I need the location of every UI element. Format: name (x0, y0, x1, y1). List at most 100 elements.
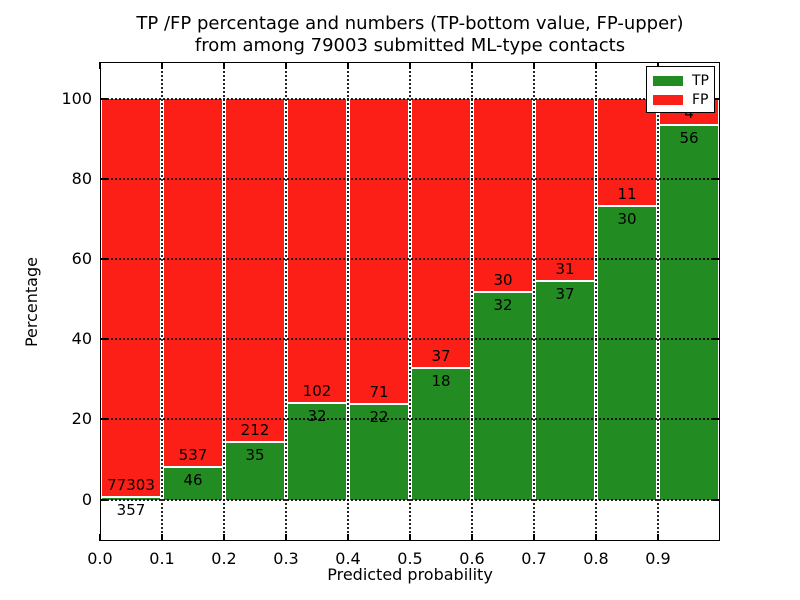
bar-segment-fp (474, 99, 532, 293)
x-tick-mark (347, 62, 349, 69)
annotation-fp-count: 77303 (107, 475, 155, 494)
y-tick-mark (100, 178, 107, 181)
bar-segment-fp (412, 99, 470, 369)
bar-segment-divider (412, 366, 470, 369)
bar-segment-divider (226, 440, 284, 443)
plot-area: 77303 357 537 46 212 35 102 32 71 22 37 18 30 32 31 37 1… (99, 62, 720, 541)
annotation-tp-count: 32 (493, 295, 513, 314)
bar-segment-tp (164, 467, 222, 500)
annotation-tp-count: 18 (431, 371, 451, 390)
y-tick-label: 20 (71, 409, 92, 429)
bar-segment-divider (102, 495, 160, 498)
x-tick-label: 0.3 (273, 549, 299, 568)
y-tick-label: 80 (71, 169, 92, 189)
chart-title-line2: from among 79003 submitted ML-type conta… (194, 35, 626, 56)
bar-segment-tp (350, 404, 408, 500)
bar-segment-divider (660, 123, 718, 126)
bar-segment-tp (536, 281, 594, 500)
gridline-vertical (161, 62, 163, 541)
x-tick-mark (595, 534, 597, 541)
y-tick-mark (713, 418, 720, 421)
legend-label: FP (692, 91, 709, 108)
x-tick-mark (657, 62, 659, 69)
bar-segment-fp (350, 99, 408, 405)
annotation-fp-count: 71 (369, 382, 389, 401)
x-tick-mark (99, 62, 101, 69)
annotation-tp-count: 35 (245, 445, 265, 464)
annotation-tp-count: 357 (116, 500, 146, 519)
x-tick-mark (285, 62, 287, 69)
x-tick-mark (161, 534, 163, 541)
y-axis-label: Percentage (22, 257, 41, 348)
y-tick-mark (713, 258, 720, 261)
y-tick-mark (713, 498, 720, 501)
x-tick-label: 0.4 (335, 549, 361, 568)
gridline-horizontal (100, 98, 720, 101)
x-tick-mark (161, 62, 163, 69)
y-tick-mark (100, 418, 107, 421)
bar-segment-divider (598, 204, 656, 207)
bar-segment-fp (288, 99, 346, 404)
y-tick-mark (100, 338, 107, 341)
chart-title-line1: TP /FP percentage and numbers (TP-bottom… (136, 13, 684, 34)
gridline-vertical (409, 62, 411, 541)
y-tick-mark (713, 178, 720, 181)
y-tick-label: 0 (81, 489, 92, 509)
annotation-fp-count: 212 (240, 420, 270, 439)
x-tick-label: 0.1 (149, 549, 175, 568)
x-tick-mark (223, 534, 225, 541)
annotation-fp-count: 102 (302, 381, 332, 400)
annotation-tp-count: 46 (183, 470, 203, 489)
y-tick-label: 60 (71, 249, 92, 269)
gridline-vertical (285, 62, 287, 541)
annotation-tp-count: 30 (617, 209, 637, 228)
bar-segment-tp (226, 442, 284, 500)
bar-segment-fp (598, 99, 656, 207)
bar-segment-tp (412, 368, 470, 500)
annotation-fp-count: 31 (555, 259, 575, 278)
y-tick-mark (713, 98, 720, 101)
x-tick-mark (99, 534, 101, 541)
annotation-tp-count: 56 (679, 128, 699, 147)
x-tick-mark (285, 534, 287, 541)
bar-segment-tp (660, 125, 718, 500)
x-tick-label: 0.5 (397, 549, 423, 568)
legend: TP FP (646, 66, 715, 113)
bar-segment-divider (164, 465, 222, 468)
gridline-vertical (595, 62, 597, 541)
x-tick-mark (533, 534, 535, 541)
y-tick-mark (713, 338, 720, 341)
x-tick-mark (533, 62, 535, 69)
legend-entry: FP (653, 91, 709, 108)
bar-segment-fp (102, 99, 160, 498)
x-axis-label: Predicted probability (327, 565, 493, 584)
gridline-horizontal (100, 178, 720, 181)
x-tick-mark (657, 534, 659, 541)
gridline-horizontal (100, 418, 720, 421)
gridline-horizontal (100, 338, 720, 341)
x-tick-label: 0.6 (459, 549, 485, 568)
annotation-tp-count: 22 (369, 407, 389, 426)
bar-segment-fp (226, 99, 284, 443)
x-tick-label: 0.0 (87, 549, 113, 568)
bar-segment-divider (288, 401, 346, 404)
annotation-fp-count: 37 (431, 346, 451, 365)
x-tick-mark (471, 62, 473, 69)
bar-segment-tp (474, 292, 532, 500)
annotation-fp-count: 30 (493, 270, 513, 289)
legend-entry: TP (653, 72, 709, 89)
bar-segment-fp (536, 99, 594, 282)
legend-swatch-fp (653, 94, 683, 105)
legend-swatch-tp (653, 75, 683, 86)
bar-segment-divider (474, 290, 532, 293)
x-tick-label: 0.7 (521, 549, 547, 568)
gridline-vertical (533, 62, 535, 541)
bar-segment-divider (350, 402, 408, 405)
x-tick-mark (347, 534, 349, 541)
x-tick-mark (409, 62, 411, 69)
x-tick-mark (223, 62, 225, 69)
gridline-horizontal (100, 258, 720, 261)
x-tick-label: 0.2 (211, 549, 237, 568)
bar-segment-divider (536, 279, 594, 282)
